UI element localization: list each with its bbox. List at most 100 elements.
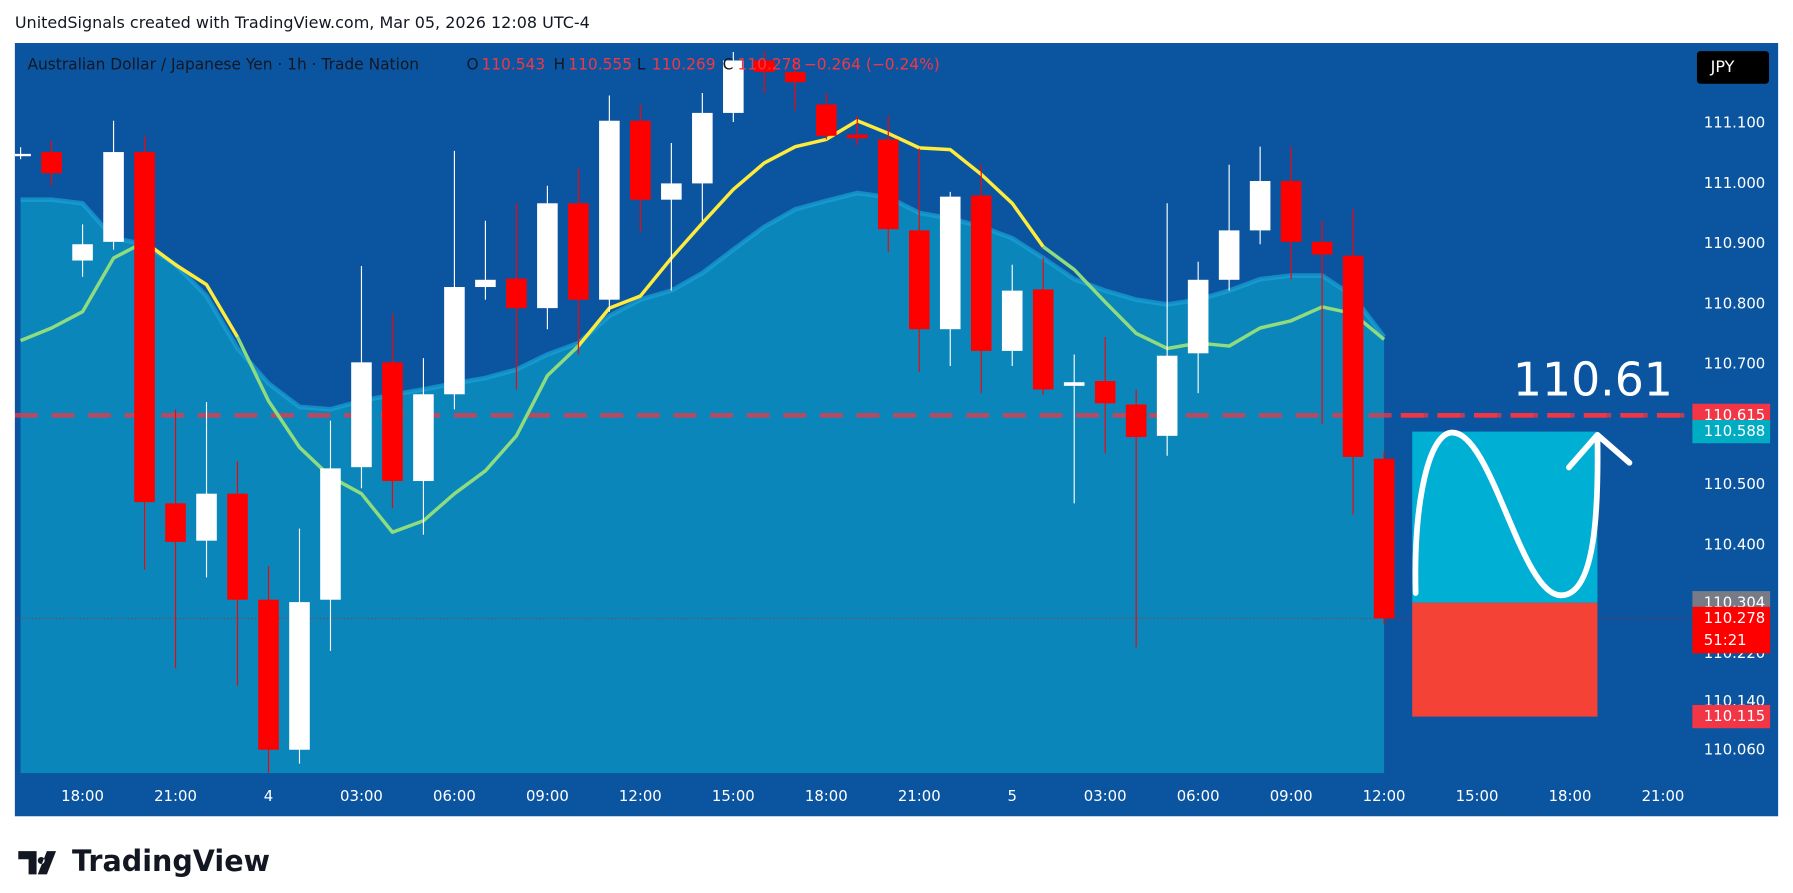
candle-body — [846, 134, 868, 139]
x-tick-label: 5 — [1007, 787, 1016, 805]
candle-body — [939, 196, 961, 330]
candle-body — [196, 493, 217, 541]
overlay: 18:00 21:00 4 03:00 06:00 09:00 12:00 15:00 18:0… — [27, 51, 1771, 805]
price-label: 110.615 — [1704, 406, 1765, 424]
candle-body — [599, 120, 620, 300]
candle-body — [754, 60, 775, 72]
candle-body — [444, 287, 465, 395]
y-tick-label: 111.100 — [1704, 114, 1765, 132]
x-tick-label: 21:00 — [1642, 787, 1685, 805]
y-tick-label: 110.800 — [1704, 294, 1765, 312]
x-tick-label: 03:00 — [340, 787, 383, 805]
candle-body — [72, 244, 93, 261]
y-tick-label: 110.400 — [1704, 535, 1765, 553]
legend-value: 110.543 — [481, 56, 545, 74]
y-tick-label: 111.000 — [1704, 174, 1765, 192]
forecast-arrow — [1412, 429, 1633, 599]
price-label: 110.115 — [1704, 707, 1765, 725]
plot-area — [14, 50, 1689, 774]
candle-body — [692, 112, 713, 184]
y-tick-label: 110.900 — [1704, 234, 1765, 252]
candle-body — [506, 278, 527, 309]
candle-body — [1125, 404, 1147, 438]
x-tick-label: 03:00 — [1084, 787, 1127, 805]
moving-average — [19, 240, 1386, 534]
x-tick-label: 21:00 — [898, 787, 941, 805]
x-tick-label: 12:00 — [619, 787, 662, 805]
logo-icon — [18, 851, 57, 875]
candle-body — [382, 362, 403, 482]
candle-body — [815, 104, 837, 136]
y-tick-label: 110.060 — [1704, 740, 1765, 758]
candle-body — [1001, 290, 1023, 351]
x-tick-label: 21:00 — [154, 787, 197, 805]
candle-body — [41, 152, 62, 174]
x-tick-label: 09:00 — [526, 787, 569, 805]
x-tick-label: 06:00 — [1177, 787, 1220, 805]
candle-body — [630, 120, 651, 200]
last-price-box — [1692, 606, 1771, 654]
legend-key: L — [637, 56, 646, 74]
candle-body — [103, 152, 124, 242]
symbol-title: Australian Dollar / Japanese Yen · 1h · … — [27, 56, 419, 74]
candle-body — [1218, 230, 1240, 280]
candle-body — [289, 602, 310, 750]
x-tick-label: 18:00 — [1549, 787, 1592, 805]
candle-body — [413, 394, 434, 482]
candle-body — [877, 139, 899, 230]
candle-body — [1063, 382, 1085, 386]
legend-value: 110.269 — [652, 56, 716, 74]
x-tick-label: 15:00 — [712, 787, 755, 805]
candle-body — [165, 503, 186, 542]
annotation: 110.61 — [1513, 352, 1673, 406]
candle-body — [227, 493, 248, 600]
candle-body — [351, 362, 372, 468]
price-label-box — [1692, 704, 1771, 729]
candle-body — [785, 71, 806, 83]
y-tick-label: 110.700 — [1704, 355, 1765, 373]
candle-body — [258, 599, 279, 750]
moving-average — [143, 118, 1045, 348]
candle-body — [475, 279, 496, 288]
legend-value: 110.278 — [738, 56, 802, 74]
x-tick-label: 18:00 — [805, 787, 848, 805]
x-tick-label: 18:00 — [61, 787, 104, 805]
candle-body — [1249, 180, 1271, 231]
price-label: 110.304 — [1704, 593, 1765, 611]
brand: TradingView — [72, 844, 270, 878]
y-tick-label: 110.500 — [1704, 475, 1765, 493]
candle-body — [134, 152, 155, 503]
price-label: 110.588 — [1704, 422, 1765, 440]
candle-body — [1032, 289, 1054, 390]
candle-body — [908, 230, 930, 330]
legend-key: C — [723, 56, 734, 74]
countdown: 51:21 — [1704, 631, 1747, 649]
candle-body — [1187, 279, 1209, 354]
candle-body — [661, 183, 682, 200]
legend-change: −0.264 (−0.24%) — [804, 56, 940, 74]
candle-body — [1156, 355, 1178, 436]
x-tick-label: 06:00 — [433, 787, 476, 805]
x-tick-label: 15:00 — [1456, 787, 1499, 805]
candle-body — [1373, 458, 1395, 619]
candle-body — [320, 468, 341, 600]
price-label-box — [1692, 419, 1771, 444]
candle-body — [1311, 241, 1333, 255]
candle-body — [568, 203, 589, 300]
candle-body — [537, 203, 558, 309]
brand-logo: TradingView — [18, 844, 270, 878]
candle-body — [1280, 180, 1302, 242]
candle-body — [723, 60, 744, 113]
legend-key: O — [467, 56, 479, 74]
x-tick-label: 12:00 — [1363, 787, 1406, 805]
candle-body — [1342, 255, 1364, 457]
header: UnitedSignals created with TradingView.c… — [15, 13, 590, 32]
candle-body — [14, 153, 31, 157]
last-price-label: 110.278 — [1704, 609, 1765, 627]
currency: JPY — [1710, 57, 1735, 76]
x-tick-label: 4 — [264, 787, 273, 805]
legend-key: H — [553, 56, 565, 74]
legend-value: 110.555 — [568, 56, 632, 74]
